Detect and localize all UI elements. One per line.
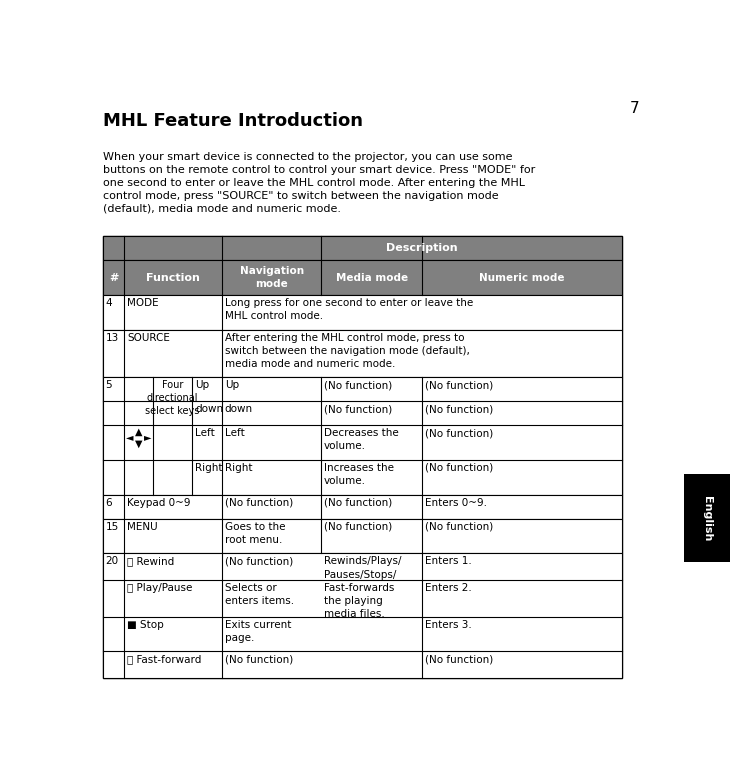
Text: (No function): (No function) [425,380,493,390]
Text: #: # [109,272,119,282]
Bar [102,519,622,553]
Text: Enters 2.: Enters 2. [425,583,472,593]
Text: (No function): (No function) [324,380,392,390]
Text: 6: 6 [105,497,112,507]
Bar [102,330,622,377]
Text: 7: 7 [630,101,639,116]
Text: Selects or
enters items.: Selects or enters items. [225,583,294,606]
Text: (No function): (No function) [425,404,493,414]
Text: MODE: MODE [127,298,159,308]
Text: (No function): (No function) [225,556,293,566]
Text: (No function): (No function) [425,654,493,664]
Text: (No function): (No function) [225,497,293,507]
Text: (default), media mode and numeric mode.: (default), media mode and numeric mode. [102,203,341,213]
Text: Navigation
mode: Navigation mode [239,266,304,288]
Text: Keypad 0~9: Keypad 0~9 [127,497,191,507]
Text: Increases the
volume.: Increases the volume. [324,463,394,486]
Bar [102,295,622,330]
Text: Goes to the
root menu.: Goes to the root menu. [225,522,285,545]
Bar [102,236,622,260]
Text: Right: Right [225,463,253,473]
Text: control mode, press "SOURCE" to switch between the navigation mode: control mode, press "SOURCE" to switch b… [102,190,498,200]
Text: Long press for one second to enter or leave the
MHL control mode.: Long press for one second to enter or le… [225,298,473,321]
Text: 15: 15 [105,522,119,532]
Text: buttons on the remote control to control your smart device. Press "MODE" for: buttons on the remote control to control… [102,164,535,175]
Text: (No function): (No function) [324,404,392,414]
Text: English: English [702,496,712,541]
Text: Media mode: Media mode [336,272,408,282]
Text: down: down [195,404,223,414]
Text: Enters 1.: Enters 1. [425,556,472,566]
Text: (No function): (No function) [425,428,493,438]
Text: ⏪ Rewind: ⏪ Rewind [127,556,174,566]
Text: (No function): (No function) [425,522,493,532]
Text: ▼: ▼ [135,439,142,449]
Text: Up: Up [195,380,209,390]
Text: 4: 4 [105,298,112,308]
Bar [102,553,622,678]
Bar [102,495,622,519]
Text: ►: ► [144,432,152,443]
Text: ⏩ Fast-forward: ⏩ Fast-forward [127,654,201,664]
Text: Right: Right [195,463,223,473]
Bar [102,236,622,678]
Bar [102,260,622,295]
Text: 13: 13 [105,333,119,343]
Text: ⏯ Play/Pause: ⏯ Play/Pause [127,583,193,593]
Text: Function: Function [146,272,200,282]
Text: Exits current
page.: Exits current page. [225,620,291,643]
Bar [102,377,622,495]
Text: ◄: ◄ [126,432,133,443]
Text: SOURCE: SOURCE [127,333,170,343]
Text: Four
directional
select keys: Four directional select keys [146,380,200,416]
Text: When your smart device is connected to the projector, you can use some: When your smart device is connected to t… [102,152,512,162]
Text: Description: Description [386,243,458,253]
Text: MHL Feature Introduction: MHL Feature Introduction [102,112,363,130]
Text: Enters 3.: Enters 3. [425,620,472,630]
Text: ▲: ▲ [135,427,142,437]
Text: Rewinds/Plays/
Pauses/Stops/
Fast-forwards
the playing
media files.: Rewinds/Plays/ Pauses/Stops/ Fast-forwar… [324,556,402,619]
Text: Left: Left [195,428,215,438]
Text: Up: Up [225,380,239,390]
Text: Numeric mode: Numeric mode [479,272,565,282]
Text: (No function): (No function) [425,463,493,473]
Text: 20: 20 [105,556,119,566]
Text: After entering the MHL control mode, press to
switch between the navigation mode: After entering the MHL control mode, pre… [225,333,470,369]
Text: (No function): (No function) [324,497,392,507]
Text: Decreases the
volume.: Decreases the volume. [324,428,399,451]
Text: (No function): (No function) [225,654,293,664]
Text: (No function): (No function) [324,522,392,532]
Text: MENU: MENU [127,522,158,532]
Text: Left: Left [225,428,244,438]
Text: 5: 5 [105,380,112,390]
Text: down: down [225,404,253,414]
Text: ■ Stop: ■ Stop [127,620,164,630]
Text: one second to enter or leave the MHL control mode. After entering the MHL: one second to enter or leave the MHL con… [102,177,525,187]
Text: Enters 0~9.: Enters 0~9. [425,497,487,507]
